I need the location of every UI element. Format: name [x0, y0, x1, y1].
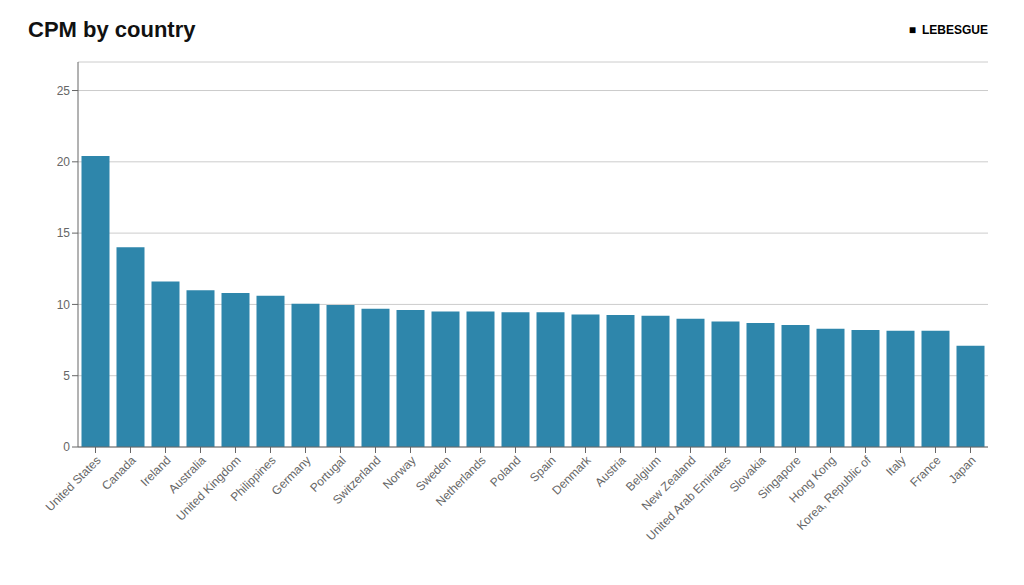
- svg-text:Germany: Germany: [269, 453, 314, 498]
- svg-text:25: 25: [57, 84, 71, 98]
- svg-text:United Kingdom: United Kingdom: [173, 453, 244, 524]
- svg-text:15: 15: [57, 226, 71, 240]
- svg-text:Slovakia: Slovakia: [726, 453, 769, 496]
- svg-text:5: 5: [63, 369, 70, 383]
- svg-text:Austria: Austria: [592, 453, 629, 490]
- svg-text:Hong Kong: Hong Kong: [786, 453, 839, 506]
- svg-text:Philippines: Philippines: [228, 453, 279, 504]
- html-text:CPM by country: CPM by country: [28, 17, 196, 42]
- svg-text:Australia: Australia: [165, 453, 209, 497]
- html-text:LEBESGUE: LEBESGUE: [922, 23, 988, 37]
- svg-text:Netherlands: Netherlands: [433, 453, 489, 509]
- svg-text:Canada: Canada: [99, 453, 139, 493]
- svg-text:0: 0: [63, 440, 70, 454]
- svg-text:Korea, Republic of: Korea, Republic of: [794, 453, 874, 533]
- svg-text:New Zealand: New Zealand: [638, 453, 699, 514]
- svg-text:Singapore: Singapore: [755, 453, 804, 502]
- svg-text:Poland: Poland: [487, 453, 523, 489]
- svg-text:20: 20: [57, 155, 71, 169]
- svg-text:Japan: Japan: [946, 453, 979, 486]
- svg-text:Denmark: Denmark: [549, 453, 594, 498]
- svg-text:Belgium: Belgium: [623, 453, 664, 494]
- svg-text:France: France: [907, 453, 944, 490]
- svg-text:Portugal: Portugal: [307, 453, 349, 495]
- svg-text:United Arab Emirates: United Arab Emirates: [644, 453, 734, 543]
- svg-text:10: 10: [57, 298, 71, 312]
- svg-text:Spain: Spain: [527, 453, 559, 485]
- svg-text:United States: United States: [43, 453, 104, 514]
- svg-text:Ireland: Ireland: [137, 453, 174, 490]
- svg-text:Italy: Italy: [883, 453, 908, 478]
- svg-text:Norway: Norway: [380, 453, 419, 492]
- svg-text:Sweden: Sweden: [413, 453, 454, 494]
- svg-text:Switzerland: Switzerland: [330, 453, 384, 507]
